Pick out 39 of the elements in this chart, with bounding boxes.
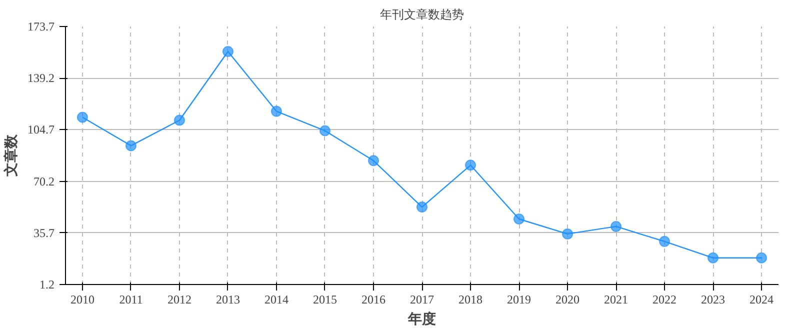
x-tick-label: 2014	[264, 292, 288, 306]
x-tick-label: 2020	[556, 292, 580, 306]
y-tick-label: 173.7	[28, 20, 54, 34]
y-tick-label: 70.2	[34, 174, 54, 188]
point	[174, 114, 185, 126]
point	[514, 214, 525, 224]
x-tick-label: 2023	[701, 292, 726, 306]
x-tick-label: 2022	[652, 292, 677, 306]
x-tick-label: 2011	[119, 292, 143, 306]
point	[562, 228, 574, 240]
point	[125, 140, 136, 152]
point	[659, 236, 670, 247]
x-tick-label: 2012	[167, 292, 192, 306]
point	[416, 202, 428, 213]
point	[610, 220, 622, 232]
x-tick-label: 2013	[216, 292, 240, 306]
point	[319, 125, 330, 136]
x-tick-label: 2018	[458, 292, 483, 306]
point	[76, 112, 88, 123]
chart-title: 年刊文章数趋势	[380, 8, 464, 22]
x-tick-label: 2015	[312, 292, 337, 306]
point	[270, 106, 282, 117]
point	[708, 252, 719, 264]
y-tick-label: 104.7	[28, 122, 54, 137]
x-tick-label: 2010	[70, 292, 94, 306]
y-tick-label: 35.7	[34, 226, 54, 240]
point	[756, 252, 768, 264]
x-tick-label: 2019	[507, 292, 532, 306]
point	[222, 46, 234, 57]
x-tick-label: 2017	[410, 292, 434, 306]
point	[465, 160, 476, 171]
y-tick-label: 1.2	[40, 278, 54, 292]
y-axis-title: 文章数	[2, 134, 20, 178]
x-tick-label: 2021	[604, 292, 628, 306]
y-tick-label: 139.2	[28, 71, 54, 86]
x-tick-label: 2016	[361, 292, 386, 306]
x-axis-title: 年度	[407, 310, 436, 328]
point	[368, 155, 379, 166]
x-tick-label: 2024	[750, 292, 774, 306]
